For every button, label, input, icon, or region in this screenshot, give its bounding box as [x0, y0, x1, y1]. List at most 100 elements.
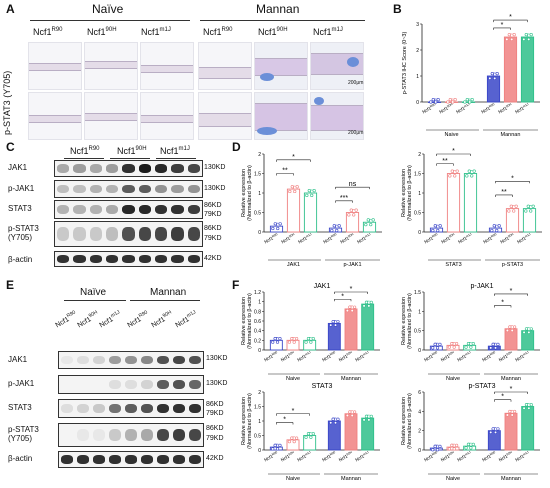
wb-band	[109, 379, 121, 390]
wb-band	[189, 455, 201, 464]
data-point	[471, 442, 475, 446]
group-label: Naive	[286, 476, 300, 482]
ihc-mannan-r90-high	[198, 92, 252, 140]
y-tick-label: 3	[416, 22, 419, 28]
data-point	[366, 218, 370, 222]
strain-label-r90-a2: Ncf1R90	[203, 27, 233, 37]
category-label: Ncf190H	[280, 232, 296, 245]
wb-band	[89, 255, 102, 263]
bar	[344, 413, 358, 451]
sig-mark: *	[292, 408, 295, 415]
wb-c-label-bactin: β-actin	[8, 255, 33, 264]
data-point	[294, 436, 299, 440]
wb-band	[109, 355, 121, 365]
data-point	[507, 33, 511, 37]
category-label: Ncf1R90	[322, 232, 338, 244]
wb-band	[141, 428, 153, 442]
bar	[361, 303, 375, 351]
data-point	[345, 413, 349, 418]
wb-band	[189, 428, 201, 442]
group-naive-header: Naïve	[92, 2, 124, 16]
kd-c-79: 79KD	[204, 211, 222, 218]
sig-mark: *	[292, 154, 295, 161]
data-point	[497, 224, 501, 228]
data-point	[529, 209, 533, 213]
wb-band	[57, 184, 70, 194]
wb-band	[141, 403, 153, 414]
kd-e-79: 79KD	[206, 410, 224, 417]
e-strain-3: Ncf1m1J	[98, 309, 121, 330]
wb-band	[157, 455, 169, 464]
data-point	[448, 174, 452, 178]
chart-title: p-JAK1	[471, 283, 494, 290]
y-tick-label: 1.5	[414, 172, 421, 178]
wb-c-label-pjak1: p-JAK1	[8, 184, 35, 193]
data-point	[529, 33, 533, 37]
ihc-naive-m1j-low	[140, 42, 194, 90]
data-point	[527, 330, 531, 335]
data-point	[455, 169, 459, 173]
strain-label-90h-c: Ncf190H	[117, 146, 147, 156]
sig-mark: *	[510, 288, 513, 295]
data-point	[348, 305, 352, 309]
y-tick-label: 2	[418, 152, 421, 158]
ihc-mannan-m1j-low	[310, 42, 364, 90]
data-point	[522, 37, 526, 41]
bar	[521, 406, 535, 451]
kd-e-86: 86KD	[206, 401, 224, 408]
ihc-mannan-m1j-high	[310, 92, 364, 140]
wb-band	[155, 255, 168, 263]
wb-e-pstat3	[58, 423, 204, 447]
wb-band	[125, 355, 137, 365]
wb-band	[89, 227, 102, 241]
data-point	[310, 193, 314, 197]
data-point	[292, 439, 296, 444]
bar	[504, 412, 518, 451]
wb-band	[122, 164, 135, 173]
kd-c-130a: 130KD	[204, 164, 226, 171]
y-tick-label: 1	[258, 419, 261, 425]
data-point	[529, 403, 533, 407]
data-point	[276, 226, 280, 231]
y-tick-label: 0	[258, 230, 261, 236]
category-label: Ncf1m1J	[354, 350, 370, 363]
wb-band	[61, 455, 73, 464]
category-label: Ncf190H	[497, 102, 513, 115]
sig-mark: *	[511, 175, 514, 182]
category-label: Ncf1R90	[321, 450, 337, 462]
data-point	[522, 330, 526, 335]
data-point	[472, 169, 476, 173]
wb-band	[141, 455, 153, 464]
data-point	[369, 414, 373, 418]
data-point	[309, 340, 313, 344]
y-tick-label: 2	[416, 48, 419, 54]
category-label: Ncf1m1J	[514, 450, 530, 463]
kd-c-86b: 86KD	[204, 225, 222, 232]
sig-mark: **	[442, 158, 448, 165]
group-label: Naive	[286, 376, 300, 382]
data-point	[493, 76, 497, 80]
bar	[269, 339, 283, 351]
category-label: Ncf1m1J	[296, 450, 312, 463]
data-point	[362, 304, 366, 308]
wb-band	[155, 164, 168, 173]
data-point	[336, 417, 340, 421]
data-point	[352, 410, 357, 414]
data-point	[514, 204, 518, 208]
data-point	[436, 228, 440, 233]
category-label: Ncf190H	[498, 450, 514, 463]
ihc-mannan-90h-high	[254, 92, 308, 140]
ihc-naive-r90-high	[28, 92, 82, 140]
wb-band	[138, 184, 151, 194]
category-label: Ncf1m1J	[514, 102, 530, 115]
group-label: Mannan	[341, 476, 361, 482]
data-point	[450, 342, 454, 346]
data-point	[454, 443, 459, 447]
data-point	[491, 342, 495, 346]
data-point	[329, 421, 333, 425]
category-label: Ncf1R90	[480, 102, 496, 114]
wb-band	[57, 204, 70, 215]
category-label: Ncf1m1J	[456, 450, 472, 463]
wb-band	[61, 403, 73, 414]
data-point	[352, 213, 356, 217]
